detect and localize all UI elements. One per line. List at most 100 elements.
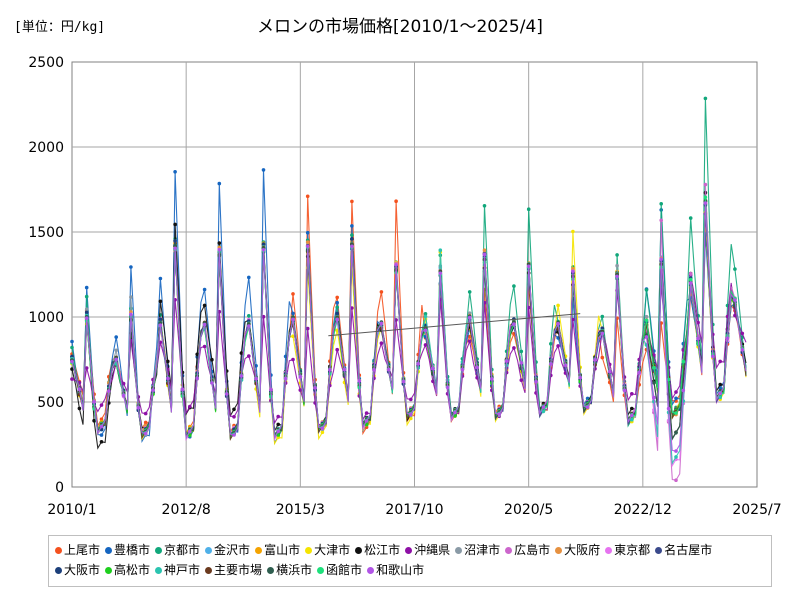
series-point (114, 335, 118, 339)
series-point (438, 248, 443, 252)
legend-marker-icon (205, 567, 213, 574)
series-point (320, 426, 325, 430)
series-point (372, 367, 376, 372)
series-point (674, 431, 678, 435)
series-layer (70, 96, 747, 483)
series-point (394, 199, 398, 203)
series-point (114, 357, 118, 362)
series-point (121, 393, 126, 398)
series-point (467, 315, 472, 320)
series-point (239, 374, 244, 378)
series-point (335, 347, 340, 352)
series-point (202, 287, 207, 292)
series-point (202, 322, 207, 327)
series-point (482, 204, 487, 208)
x-tick-label: 2022/12 (614, 502, 672, 518)
series-point (674, 478, 678, 483)
series-point (630, 413, 634, 418)
series-point (504, 359, 509, 363)
legend-marker-icon (55, 547, 62, 554)
legend-label: 京都市 (164, 543, 201, 557)
series-point (261, 168, 266, 172)
series-point (305, 230, 310, 235)
legend-item: 主要市場 (205, 560, 262, 580)
series-point (305, 244, 310, 249)
legend-label: 大阪市 (64, 563, 101, 577)
series-point (652, 395, 656, 400)
series-point (519, 378, 524, 383)
series-point (328, 367, 332, 372)
series-point (298, 388, 303, 392)
series-point (261, 314, 266, 319)
series-point (151, 388, 155, 392)
legend-label: 大阪府 (564, 543, 601, 557)
series-point (350, 244, 354, 249)
series-point (688, 281, 693, 285)
series-point (158, 276, 163, 281)
series-point (512, 346, 516, 350)
series-point (467, 290, 472, 294)
series-point (394, 263, 398, 267)
legend-marker-icon (305, 547, 313, 554)
legend-marker-icon (205, 547, 213, 554)
series-point (99, 440, 104, 444)
series-point (416, 361, 421, 366)
series-point (718, 391, 722, 396)
x-tick-label: 2015/3 (276, 502, 325, 518)
series-point (173, 239, 177, 243)
series-line (71, 213, 747, 426)
legend-marker-icon (255, 547, 263, 554)
series-point (180, 387, 185, 392)
legend-item: 上尾市 (55, 540, 100, 560)
series-point (335, 295, 340, 300)
legend-marker-icon (655, 547, 663, 554)
series-point (674, 449, 678, 453)
y-tick-label: 1500 (28, 225, 64, 241)
series-point (217, 248, 222, 252)
series-point (143, 420, 148, 425)
series-point (166, 376, 170, 381)
series-point (703, 195, 708, 200)
series-point (313, 386, 317, 390)
series-point (195, 352, 199, 357)
legend-item: 函館市 (317, 560, 362, 580)
series-point (217, 241, 222, 245)
series-point (703, 182, 708, 187)
legend-label: 金沢市 (214, 543, 251, 557)
series-point (733, 267, 737, 271)
series-point (652, 381, 656, 385)
series-point (305, 240, 310, 244)
series-point (158, 299, 163, 304)
series-point (335, 317, 340, 322)
series-point (379, 321, 384, 326)
series-point (335, 300, 340, 305)
y-tick-label: 500 (37, 395, 64, 411)
series-point (482, 248, 487, 252)
series-point (571, 229, 575, 234)
series-point (512, 322, 516, 326)
series-point (718, 386, 722, 390)
series-point (276, 422, 281, 427)
series-point (652, 365, 656, 370)
series-point (364, 422, 369, 427)
legend-item: 大津市 (305, 540, 350, 560)
series-point (283, 376, 288, 381)
series-point (84, 316, 89, 321)
series-point (291, 357, 295, 362)
series-point (740, 331, 745, 336)
legend-marker-icon (317, 567, 325, 574)
series-group (70, 201, 747, 453)
series-point (298, 374, 303, 379)
legend-label: 沼津市 (464, 543, 501, 557)
series-point (173, 246, 177, 251)
legend-marker-icon (267, 567, 275, 574)
series-point (637, 370, 641, 375)
series-point (630, 417, 634, 422)
series-point (357, 379, 362, 383)
legend-item: 東京都 (605, 540, 650, 560)
series-point (84, 366, 89, 370)
series-point (173, 170, 177, 174)
series-point (202, 344, 207, 349)
series-point (92, 399, 96, 404)
series-point (261, 242, 266, 246)
